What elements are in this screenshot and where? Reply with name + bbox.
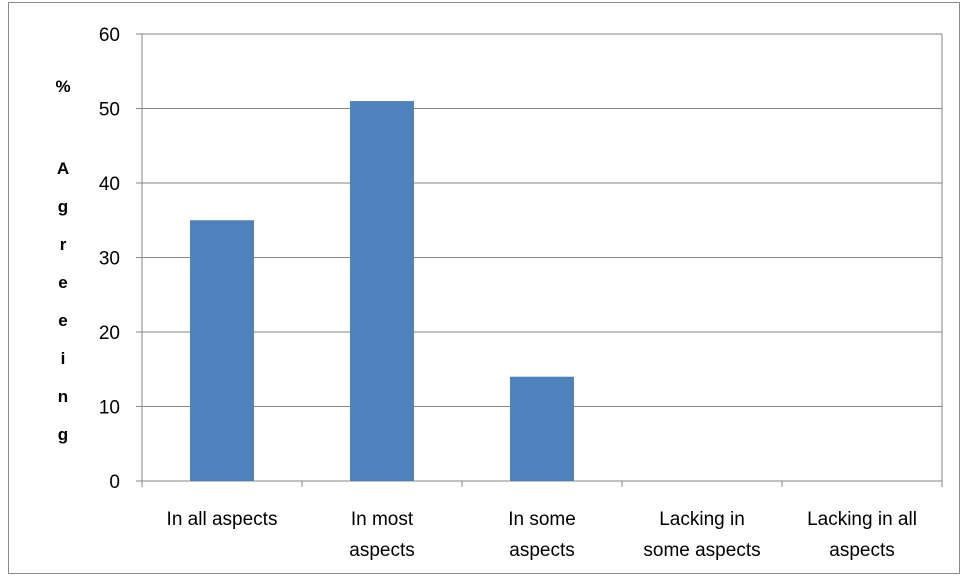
y-axis-label-char: g bbox=[58, 425, 68, 444]
y-axis-label-char: % bbox=[55, 77, 70, 96]
y-axis-label-char: i bbox=[61, 349, 66, 368]
y-axis-label-char: e bbox=[58, 311, 67, 330]
bar bbox=[350, 101, 414, 482]
y-tick-label: 0 bbox=[109, 472, 120, 493]
gridlines bbox=[142, 33, 942, 407]
y-axis-label-char: n bbox=[58, 387, 68, 406]
category-label: aspects bbox=[349, 540, 414, 561]
category-label: Lacking in bbox=[659, 509, 745, 530]
bars bbox=[190, 101, 574, 482]
y-tick-label: 60 bbox=[99, 25, 120, 46]
y-axis-label-char: r bbox=[60, 235, 67, 254]
category-labels: In all aspects In most aspects In some aspec… bbox=[167, 509, 917, 561]
chart-frame bbox=[8, 2, 960, 574]
y-tick-label: 40 bbox=[99, 174, 120, 195]
category-label: some aspects bbox=[643, 540, 760, 561]
y-tick-label: 50 bbox=[99, 100, 120, 121]
y-tick-labels: 0 10 20 30 40 50 60 bbox=[99, 25, 120, 493]
category-label: Lacking in all bbox=[807, 509, 917, 530]
y-tick-label: 30 bbox=[99, 249, 120, 270]
y-axis-label-char: g bbox=[58, 197, 68, 216]
y-tick-label: 20 bbox=[99, 323, 120, 344]
y-axis-label-char: e bbox=[58, 273, 67, 292]
category-label: aspects bbox=[509, 540, 574, 561]
bar bbox=[510, 376, 574, 481]
category-label: In some bbox=[508, 509, 576, 530]
category-label: aspects bbox=[829, 540, 894, 561]
category-label: In most bbox=[351, 509, 414, 530]
y-axis-label-char: A bbox=[57, 159, 69, 178]
bar bbox=[190, 220, 254, 481]
category-label: In all aspects bbox=[167, 509, 278, 530]
y-tick-label: 10 bbox=[99, 398, 120, 419]
